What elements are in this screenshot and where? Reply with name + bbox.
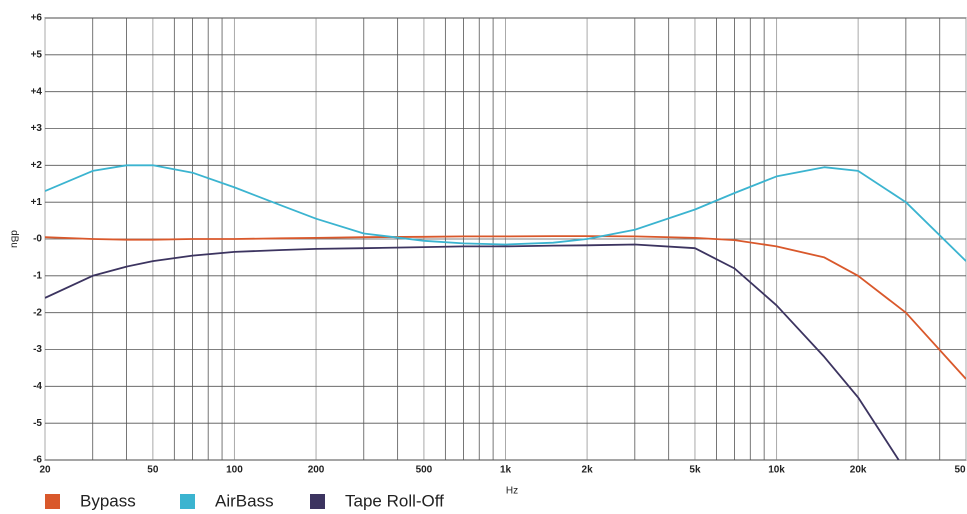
labels: 20 50 100 200 500 1k 2k 5k 10k 20k 50 +6 +5 +4 +3 +2 +1 -…	[31, 13, 966, 511]
y-tick-label: -5	[33, 418, 42, 429]
grid	[44, 17, 967, 461]
x-tick-label: 20	[39, 465, 51, 476]
y-tick-label: -1	[33, 270, 42, 281]
y-tick-label: -2	[33, 307, 42, 318]
y-tick-label: -4	[33, 381, 42, 392]
x-tick-label: 10k	[768, 465, 785, 476]
legend-swatch	[180, 494, 195, 509]
legend-swatch	[310, 494, 325, 509]
legend-swatch	[45, 494, 60, 509]
y-tick-label: -3	[33, 344, 42, 355]
x-tick-label: 500	[416, 465, 433, 476]
x-tick-label: 50	[954, 465, 966, 476]
y-tick-label: +4	[31, 86, 43, 97]
y-tick-label: +5	[31, 49, 43, 60]
legend-label: Tape Roll-Off	[345, 491, 444, 510]
y-tick-label: +6	[31, 13, 43, 24]
series-line	[45, 243, 900, 460]
lines	[45, 164, 966, 460]
series-line	[45, 235, 966, 380]
y-tick-label: +2	[31, 160, 43, 171]
x-tick-label: 100	[226, 465, 243, 476]
y-tick-label: +1	[31, 197, 43, 208]
x-tick-label: 2k	[582, 465, 594, 476]
legend-label: AirBass	[215, 491, 274, 510]
y-tick-label: -0	[33, 234, 42, 245]
y-tick-label: +3	[31, 123, 43, 134]
y-axis-label: dBu	[8, 230, 19, 248]
x-tick-label: 1k	[500, 465, 512, 476]
x-tick-label: 20k	[850, 465, 867, 476]
x-tick-label: 200	[308, 465, 325, 476]
x-tick-label: 5k	[689, 465, 701, 476]
series-line	[45, 164, 966, 262]
y-tick-label: -6	[33, 455, 42, 466]
legend-label: Bypass	[80, 491, 136, 510]
x-axis-label: Hz	[506, 486, 518, 497]
x-tick-label: 50	[147, 465, 159, 476]
